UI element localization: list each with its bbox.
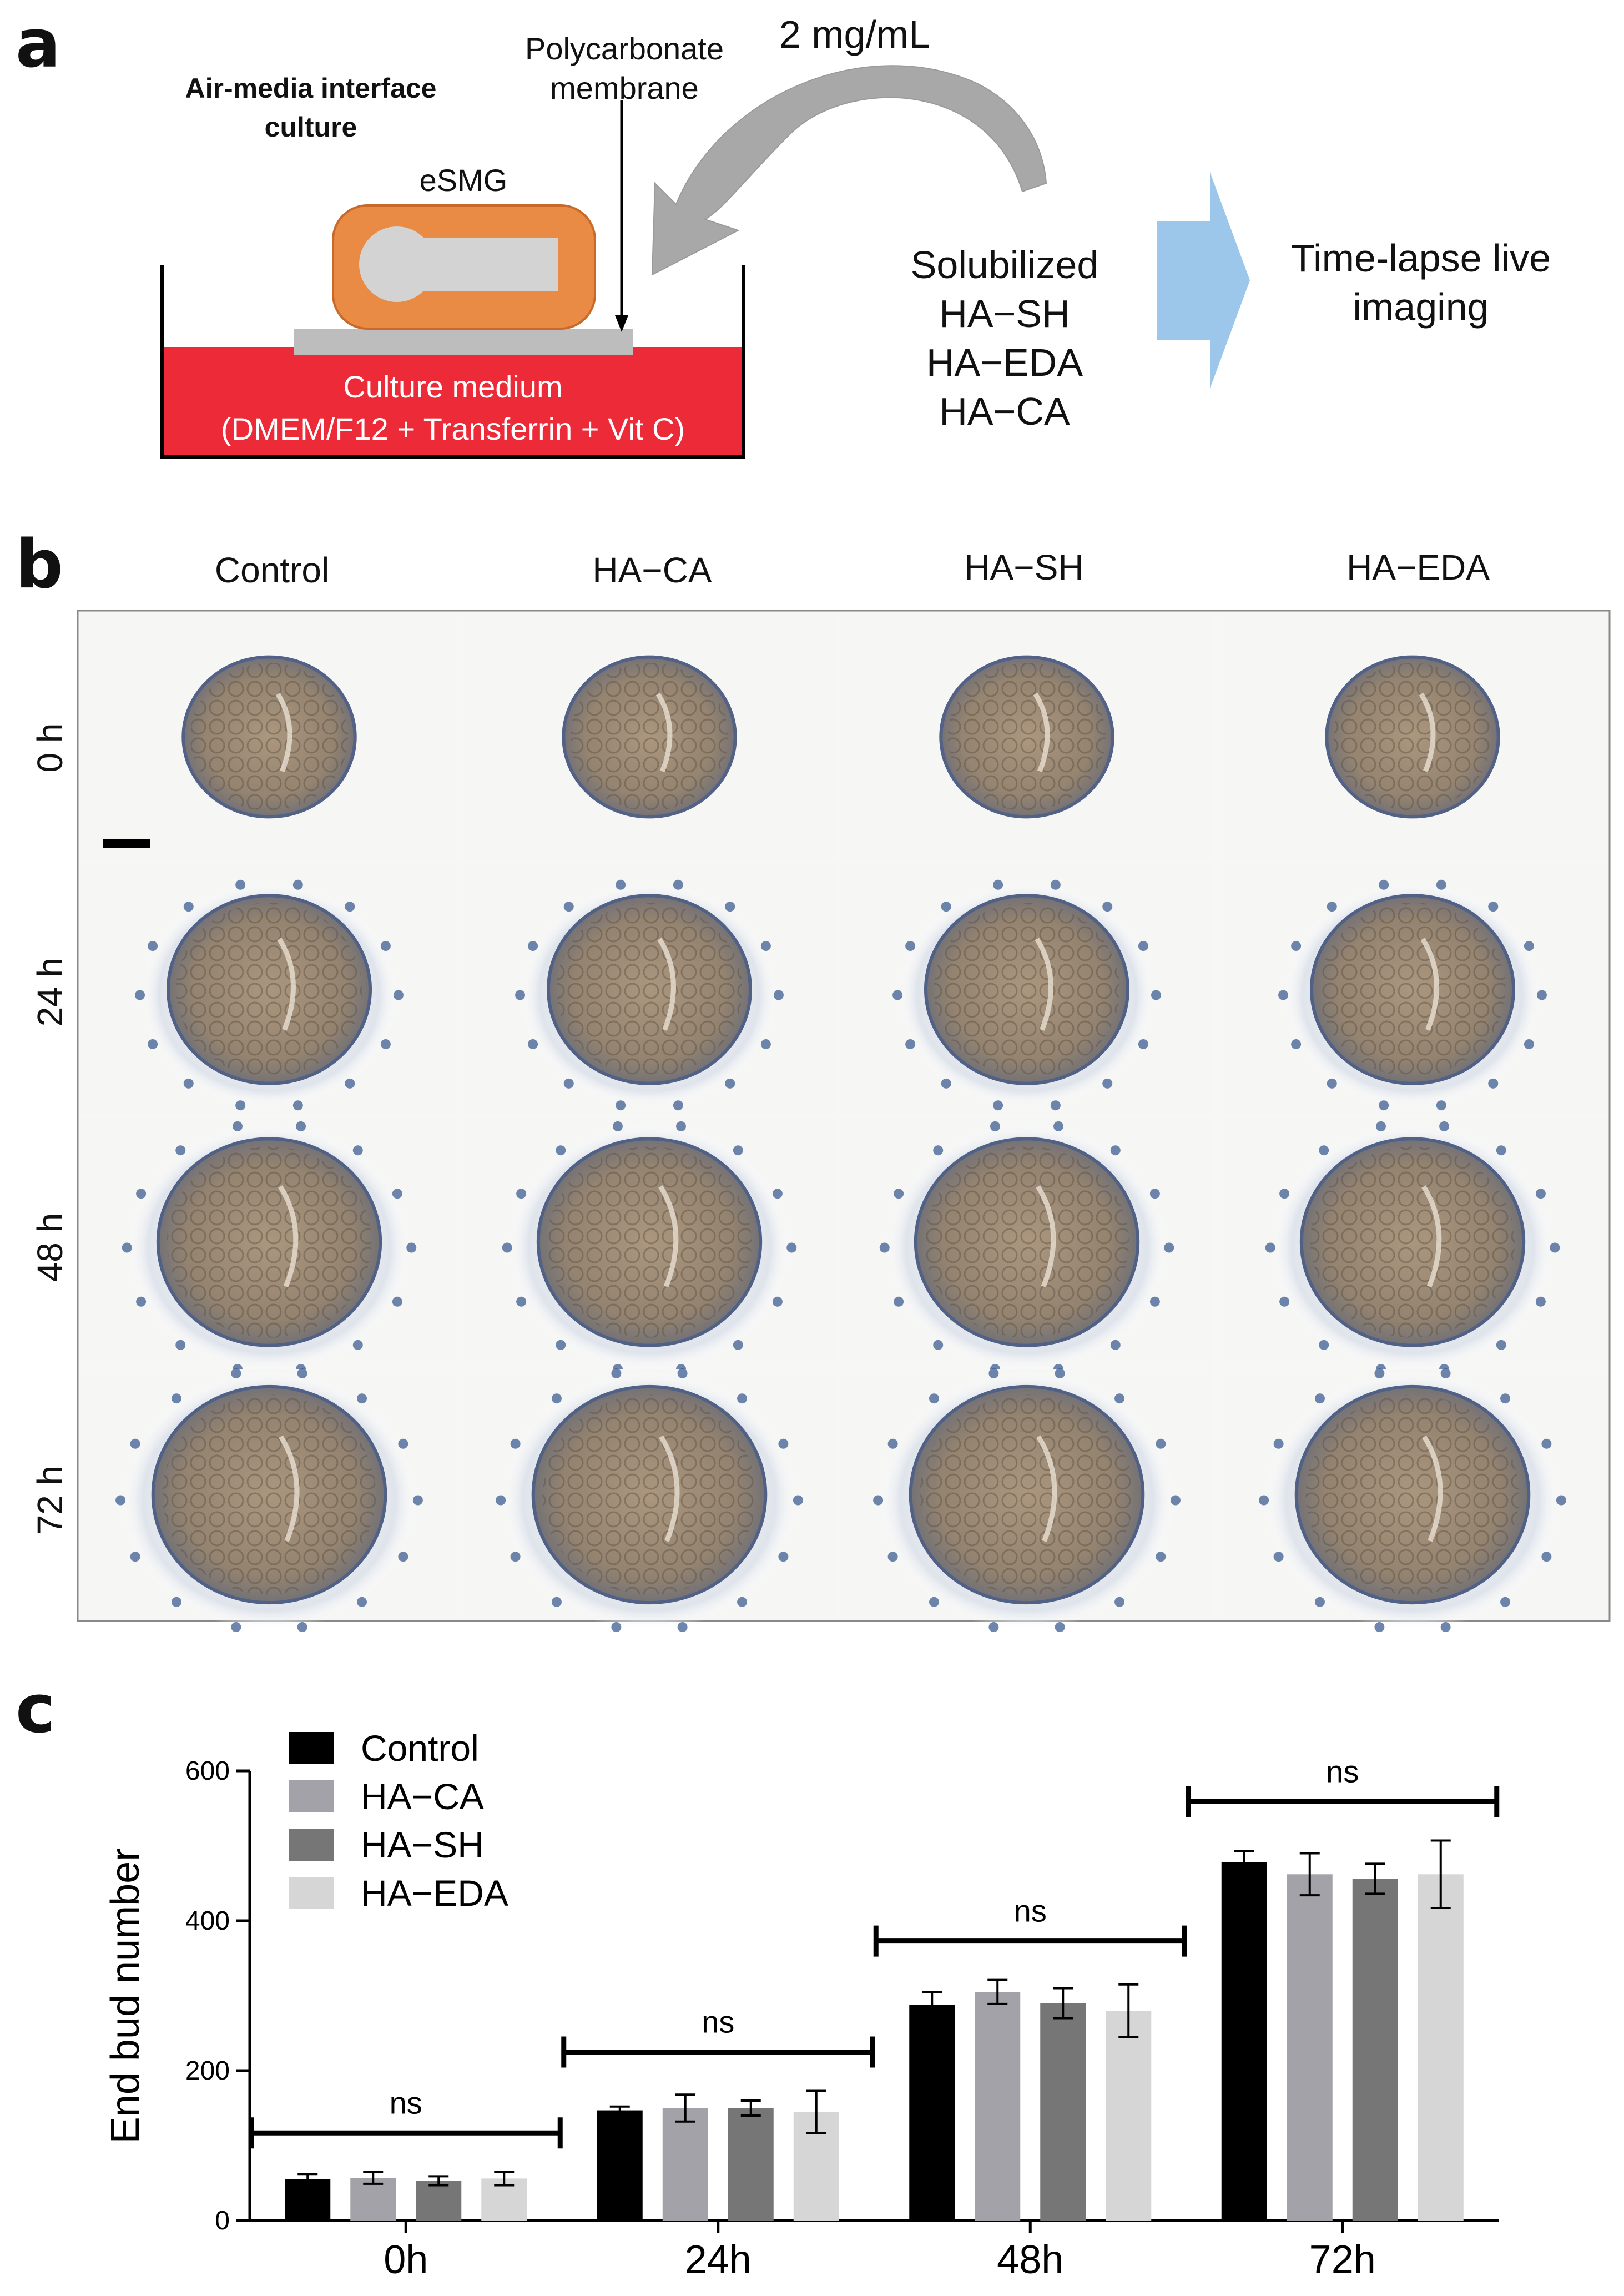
culture-medium xyxy=(162,347,744,457)
bar-72h-3 xyxy=(1418,1874,1464,2221)
micrograph-0-3 xyxy=(1217,612,1608,862)
bar-48h-3 xyxy=(1106,2011,1152,2221)
significance-label: ns xyxy=(390,2085,422,2120)
bar-48h-1 xyxy=(975,1992,1021,2221)
solubilized-item-ha-ca: HA−CA xyxy=(939,390,1070,433)
significance-label: ns xyxy=(702,2004,734,2039)
esmg-explant xyxy=(332,204,596,330)
solubilized-item-ha-sh: HA−SH xyxy=(939,292,1070,335)
legend-label-1: HA−CA xyxy=(361,1776,484,1817)
micrograph-2-2 xyxy=(839,1117,1214,1374)
blue-arrow xyxy=(1157,172,1250,389)
significance-bracket xyxy=(561,2036,875,2068)
y-axis-label: End bud number xyxy=(103,1848,148,2143)
legend-swatch-0 xyxy=(289,1732,334,1764)
membrane-label-line2: membrane xyxy=(550,71,699,105)
bar-0h-2 xyxy=(416,2181,462,2221)
micrograph-3-1 xyxy=(462,1368,837,1633)
micrograph-1-2 xyxy=(839,864,1214,1115)
membrane-label-line1: Polycarbonate xyxy=(524,31,724,66)
bar-48h-0 xyxy=(909,2005,955,2221)
micrograph-2-3 xyxy=(1217,1117,1608,1374)
y-tick-label: 600 xyxy=(185,1756,230,1786)
significance-label: ns xyxy=(1326,1754,1359,1789)
panel-b-label: b xyxy=(16,526,63,603)
esmg-duct xyxy=(422,238,558,291)
significance-bracket xyxy=(1186,1786,1500,1817)
legend-swatch-3 xyxy=(289,1877,334,1909)
culture-title-line2: culture xyxy=(264,112,357,143)
y-tick-label: 400 xyxy=(185,1906,230,1936)
micrograph-3-3 xyxy=(1217,1368,1608,1633)
culture-title-line1: Air-media interface xyxy=(185,73,437,104)
curved-grey-arrow xyxy=(651,65,1047,276)
concentration-label: 2 mg/mL xyxy=(779,13,931,56)
culture-dish xyxy=(160,265,745,459)
micrograph-0-0 xyxy=(79,612,460,862)
bar-24h-1 xyxy=(662,2108,708,2221)
esmg-label: eSMG xyxy=(419,163,508,198)
polycarbonate-membrane xyxy=(294,329,633,355)
bar-24h-2 xyxy=(728,2108,774,2221)
imaging-label-line1: Time-lapse live xyxy=(1290,236,1551,280)
column-header-ha-eda: HA−EDA xyxy=(1346,547,1490,587)
micrograph-3-2 xyxy=(839,1368,1214,1633)
significance-bracket xyxy=(249,2117,563,2149)
significance-label: ns xyxy=(1014,1894,1047,1929)
x-tick-label: 72h xyxy=(1309,2238,1376,2282)
column-header-ha-ca: HA−CA xyxy=(592,550,712,590)
micrograph-1-3 xyxy=(1217,864,1608,1115)
bar-72h-1 xyxy=(1287,1874,1333,2221)
legend-swatch-2 xyxy=(289,1829,334,1861)
esmg-bud xyxy=(359,226,435,302)
column-header-control: Control xyxy=(214,550,330,590)
solubilized-item-ha-eda: HA−EDA xyxy=(926,341,1083,384)
micrograph-1-1 xyxy=(462,864,837,1115)
micrograph-1-0 xyxy=(79,864,460,1115)
x-tick-label: 0h xyxy=(384,2238,428,2282)
bar-48h-2 xyxy=(1040,2003,1086,2221)
imaging-label-line2: imaging xyxy=(1353,285,1489,329)
micrograph-0-2 xyxy=(839,612,1214,862)
bar-24h-0 xyxy=(597,2110,643,2221)
micrograph-2-0 xyxy=(79,1117,460,1374)
legend-label-3: HA−EDA xyxy=(361,1872,508,1914)
medium-label-line1: Culture medium xyxy=(343,369,563,404)
y-tick-label: 0 xyxy=(215,2206,230,2235)
dish-outline xyxy=(160,265,745,459)
bar-0h-0 xyxy=(285,2179,331,2221)
column-header-ha-sh: HA−SH xyxy=(964,547,1084,587)
legend-swatch-1 xyxy=(289,1780,334,1812)
panel-a-label: a xyxy=(16,6,60,83)
panel-b-micrograph-grid xyxy=(77,610,1611,1633)
solubilized-title: Solubilized xyxy=(910,243,1099,286)
micrograph-0-1 xyxy=(462,612,837,862)
panel-c-label: c xyxy=(16,1671,56,1748)
legend-label-0: Control xyxy=(361,1728,479,1769)
x-tick-label: 24h xyxy=(685,2238,752,2282)
bar-72h-2 xyxy=(1352,1879,1398,2221)
x-tick-label: 48h xyxy=(997,2238,1063,2282)
bar-0h-1 xyxy=(350,2178,396,2221)
micrograph-3-0 xyxy=(79,1368,460,1633)
membrane-pointer-arrow xyxy=(615,100,628,332)
panel-a-schematic xyxy=(160,65,1250,459)
bar-72h-0 xyxy=(1221,1862,1267,2221)
micrograph-2-1 xyxy=(462,1117,837,1374)
legend-label-2: HA−SH xyxy=(361,1824,484,1865)
y-tick-label: 200 xyxy=(185,2056,230,2086)
medium-label-line2: (DMEM/F12 + Transferrin + Vit C) xyxy=(220,411,685,446)
scale-bar xyxy=(103,839,150,848)
significance-bracket xyxy=(873,1925,1187,1957)
